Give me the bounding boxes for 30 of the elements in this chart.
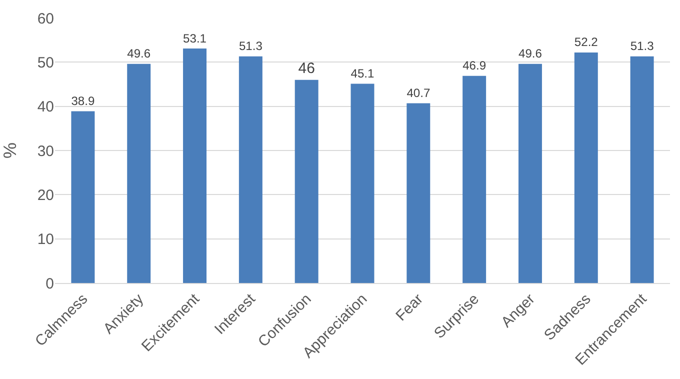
bar (294, 80, 318, 283)
data-label: 53.1 (183, 31, 207, 46)
data-label: 49.6 (127, 46, 151, 61)
y-tick-label: 40 (37, 98, 54, 116)
data-label: 52.2 (574, 35, 598, 50)
y-tick-label: 20 (37, 186, 54, 204)
bar (574, 52, 598, 283)
y-tick-label: 0 (46, 275, 54, 292)
y-tick-label: 60 (37, 10, 54, 28)
y-tick-label: 10 (37, 231, 54, 248)
data-label: 40.7 (406, 86, 430, 100)
y-tick-label: 50 (37, 54, 54, 72)
bar (518, 64, 542, 283)
bar (630, 56, 654, 283)
data-label: 45.1 (350, 66, 375, 81)
data-label: 38.9 (71, 94, 95, 108)
bar (406, 103, 430, 283)
y-tick-label: 30 (37, 142, 54, 160)
data-label: 46.9 (462, 58, 486, 73)
bar (350, 84, 374, 283)
data-label: 49.6 (518, 46, 542, 61)
data-label: 46 (298, 60, 315, 77)
bar (238, 56, 262, 283)
bar (127, 64, 151, 283)
bar (71, 111, 95, 283)
bar (183, 48, 207, 283)
data-label: 51.3 (630, 39, 654, 54)
data-label: 51.3 (238, 39, 263, 54)
y-axis-title: % (0, 142, 20, 159)
bar (462, 76, 486, 283)
